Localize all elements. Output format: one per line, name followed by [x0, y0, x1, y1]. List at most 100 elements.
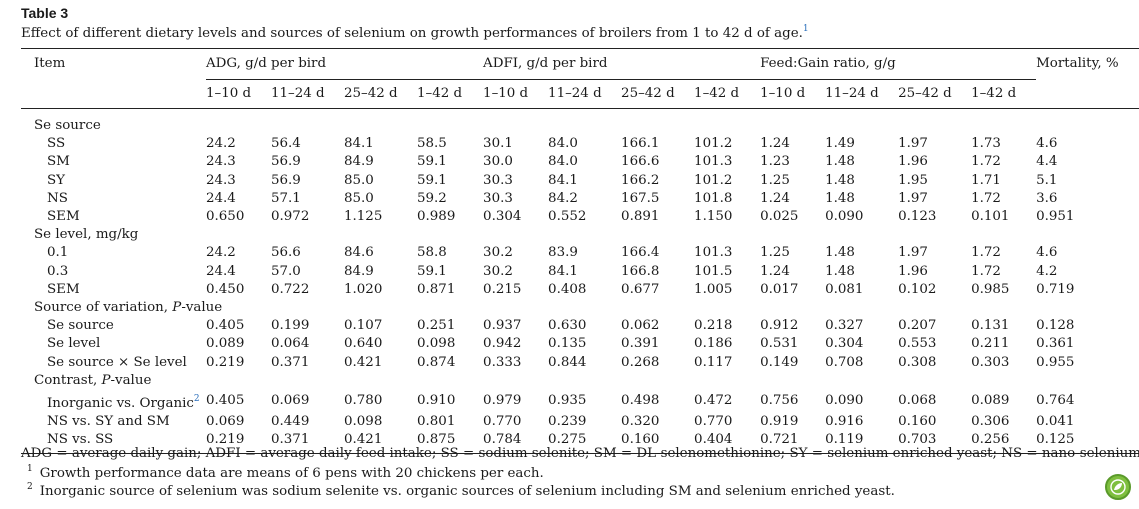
- table-cell: 1.97: [898, 245, 928, 261]
- table-row: SEM 0.650 0.972 1.125 0.989 0.304 0.552 0.891 1.…: [21, 208, 1139, 226]
- table-cell: 0.421: [344, 354, 383, 370]
- table-cell: 58.8: [417, 245, 447, 261]
- header-period: 25–42 d: [621, 79, 695, 109]
- table-cell: 0.068: [898, 393, 937, 409]
- table-cell: 24.3: [206, 154, 236, 170]
- table-cell: 56.9: [271, 172, 301, 188]
- table-cell: 0.498: [621, 393, 660, 409]
- table-cell: 1.125: [344, 209, 383, 225]
- row-label: 0.1: [21, 244, 206, 262]
- footnote-abbreviations: ADG = average daily gain; ADFI = average…: [21, 446, 1139, 461]
- table-cell: 0.951: [1036, 209, 1075, 225]
- table-cell: 0.371: [271, 431, 344, 455]
- section-header-row: Source of variation, P-value: [21, 299, 1139, 317]
- table-cell: 0.770: [694, 413, 733, 429]
- row-label-text: Se source: [47, 318, 114, 334]
- row-label: SS: [21, 135, 206, 153]
- table-cell: 30.3: [483, 172, 513, 188]
- table-cell: 4.6: [1036, 136, 1058, 152]
- row-label: SY: [21, 172, 206, 190]
- table-cell: 0.268: [621, 354, 660, 370]
- table-cell: 0.449: [271, 413, 310, 429]
- table-cell: 0.472: [694, 393, 733, 409]
- table-cell: 0.251: [417, 318, 456, 334]
- table-cell: 101.2: [694, 172, 733, 188]
- table-cell: 1.71: [971, 172, 1001, 188]
- row-label: SEM: [21, 281, 206, 299]
- table-cell: 0.979: [483, 393, 522, 409]
- section-header-row: Se level, mg/kg: [21, 226, 1139, 244]
- table-cell: 0.784: [483, 431, 549, 455]
- data-table: Item ADG, g/d per bird ADFI, g/d per bir…: [21, 48, 1139, 455]
- table-cell: 1.48: [825, 245, 855, 261]
- table-cell: 84.1: [548, 263, 578, 279]
- italic-p: P: [172, 299, 182, 315]
- table-cell: 1.72: [971, 263, 1001, 279]
- table-row: Inorganic vs. Organic2 0.405 0.069 0.780 0.9…: [21, 390, 1139, 413]
- section-title: Contrast, P-value: [34, 372, 152, 388]
- table-cell: 0.308: [898, 354, 937, 370]
- table-cell: 0.107: [344, 318, 383, 334]
- table-cell: 0.874: [417, 354, 456, 370]
- table-cell: 0.131: [971, 318, 1010, 334]
- table-cell: 85.0: [344, 172, 374, 188]
- leaf-logo-icon[interactable]: [1105, 474, 1131, 500]
- table-cell: 0.303: [971, 354, 1010, 370]
- table-cell: 0.211: [971, 336, 1010, 352]
- footnote-text: Growth performance data are means of 6 p…: [39, 466, 544, 481]
- table-cell: 83.9: [548, 245, 578, 261]
- table-row: SY 24.3 56.9 85.0 59.1 30.3 84.1 166.2 101.2 1.25…: [21, 172, 1139, 190]
- table-cell: 0.919: [760, 413, 799, 429]
- header-period: 1–42 d: [417, 79, 484, 109]
- row-label: Inorganic vs. Organic2: [21, 390, 206, 413]
- table-cell: 0.135: [548, 336, 587, 352]
- table-cell: 1.150: [694, 209, 733, 225]
- table-cell: 0.677: [621, 281, 660, 297]
- table-cell: 0.256: [971, 431, 1037, 455]
- table-cell: 0.408: [548, 281, 587, 297]
- table-cell: 1.005: [694, 281, 733, 297]
- header-period: 1–10 d: [760, 79, 826, 109]
- section-title: Source of variation, P-value: [34, 299, 223, 315]
- table-cell: 0.650: [206, 209, 245, 225]
- table-cell: 84.0: [548, 154, 578, 170]
- table-cell: 59.2: [417, 190, 447, 206]
- row-label-text: Inorganic vs. Organic: [47, 395, 194, 411]
- table-cell: 1.25: [760, 172, 790, 188]
- table-cell: 1.48: [825, 263, 855, 279]
- table-cell: 84.6: [344, 245, 374, 261]
- table-cell: 0.916: [825, 413, 864, 429]
- table-body: Se source SS 24.2 56.4 84.1 58.5 30.1 84.0 166.1…: [21, 109, 1139, 455]
- table-cell: 0.089: [971, 393, 1010, 409]
- section-header-row: Se source: [21, 109, 1139, 136]
- table-cell: 1.48: [825, 154, 855, 170]
- caption-footnote-link[interactable]: 1: [802, 24, 809, 34]
- table-cell: 1.72: [971, 190, 1001, 206]
- table-cell: 0.405: [206, 318, 245, 334]
- table-cell: 0.304: [483, 209, 522, 225]
- table-cell: 1.97: [898, 190, 928, 206]
- header-period: 11–24 d: [825, 79, 899, 109]
- table-cell: 0.275: [548, 431, 622, 455]
- table-cell: 0.910: [417, 393, 456, 409]
- row-label-text: NS vs. SS: [47, 432, 114, 448]
- table-cell: 101.2: [694, 136, 733, 152]
- row-label: Se source: [21, 317, 206, 335]
- header-period: 25–42 d: [898, 79, 972, 109]
- table-cell: 24.2: [206, 245, 236, 261]
- table-cell: 84.1: [548, 172, 578, 188]
- table-cell: 0.871: [417, 281, 456, 297]
- table-cell: 1.96: [898, 263, 928, 279]
- table-cell: 0.912: [760, 318, 799, 334]
- table-cell: 0.722: [271, 281, 310, 297]
- row-label-text: NS: [47, 190, 68, 206]
- table-cell: 30.0: [483, 154, 513, 170]
- table-cell: 0.985: [971, 281, 1010, 297]
- row-label: Se level: [21, 335, 206, 353]
- footnote-text: Inorganic source of selenium was sodium …: [39, 484, 895, 499]
- table-cell: 166.8: [621, 263, 660, 279]
- footnote-link[interactable]: 2: [193, 393, 200, 404]
- table-cell: 0.450: [206, 281, 245, 297]
- table-cell: 5.1: [1036, 172, 1058, 188]
- table-cell: 58.5: [417, 136, 447, 152]
